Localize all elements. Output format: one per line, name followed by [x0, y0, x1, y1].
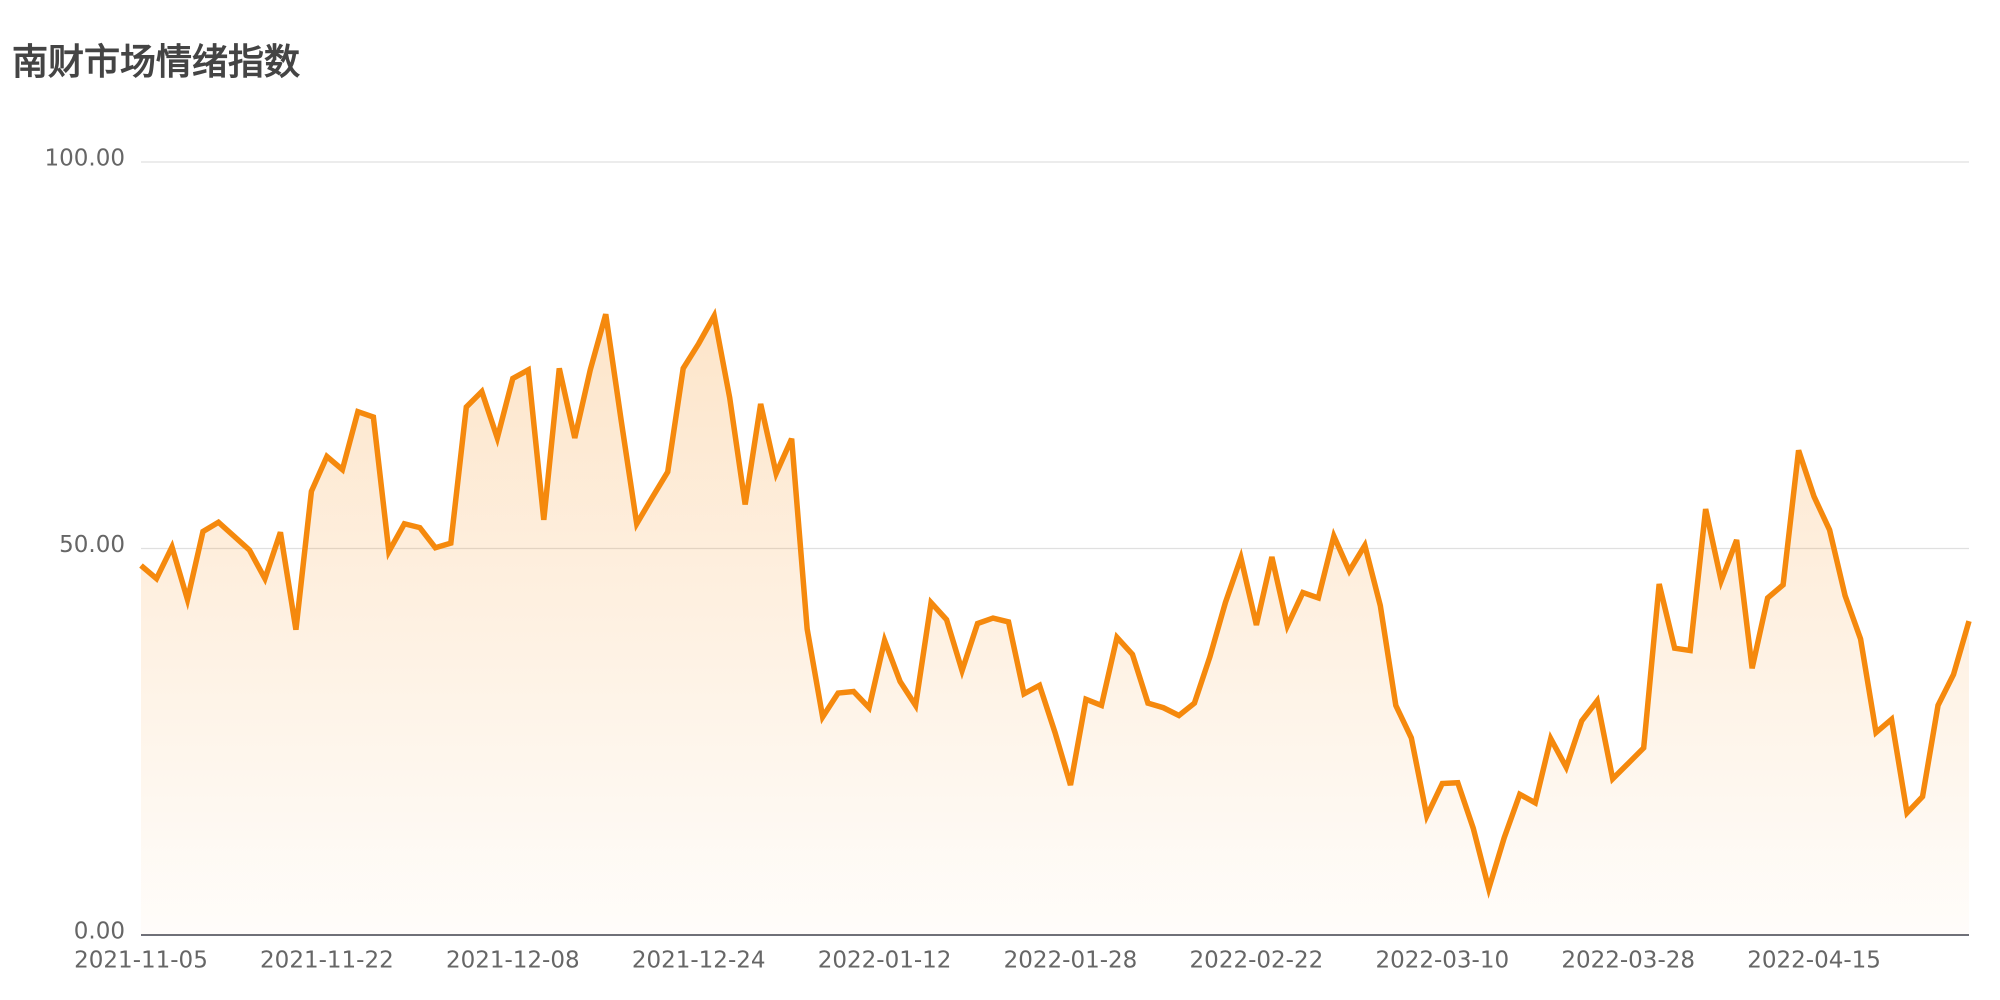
x-tick-label: 2022-03-10	[1375, 948, 1509, 974]
x-tick-label: 2022-01-28	[1004, 948, 1138, 974]
area	[141, 314, 1969, 935]
chart-title: 南财市场情绪指数	[12, 42, 300, 83]
x-tick-label: 2021-11-05	[74, 948, 208, 974]
y-tick-label: 50.00	[59, 532, 125, 558]
y-tick-label: 0.00	[74, 919, 125, 945]
x-tick-label: 2021-11-22	[260, 948, 394, 974]
x-tick-label: 2022-01-12	[818, 948, 952, 974]
x-tick-label: 2021-12-08	[446, 948, 580, 974]
x-tick-label: 2022-04-15	[1747, 948, 1881, 974]
y-tick-label: 100.00	[45, 146, 125, 172]
x-tick-label: 2022-03-28	[1561, 948, 1695, 974]
x-tick-label: 2022-02-22	[1190, 948, 1324, 974]
x-tick-label: 2021-12-24	[632, 948, 766, 974]
line	[139, 307, 1972, 899]
